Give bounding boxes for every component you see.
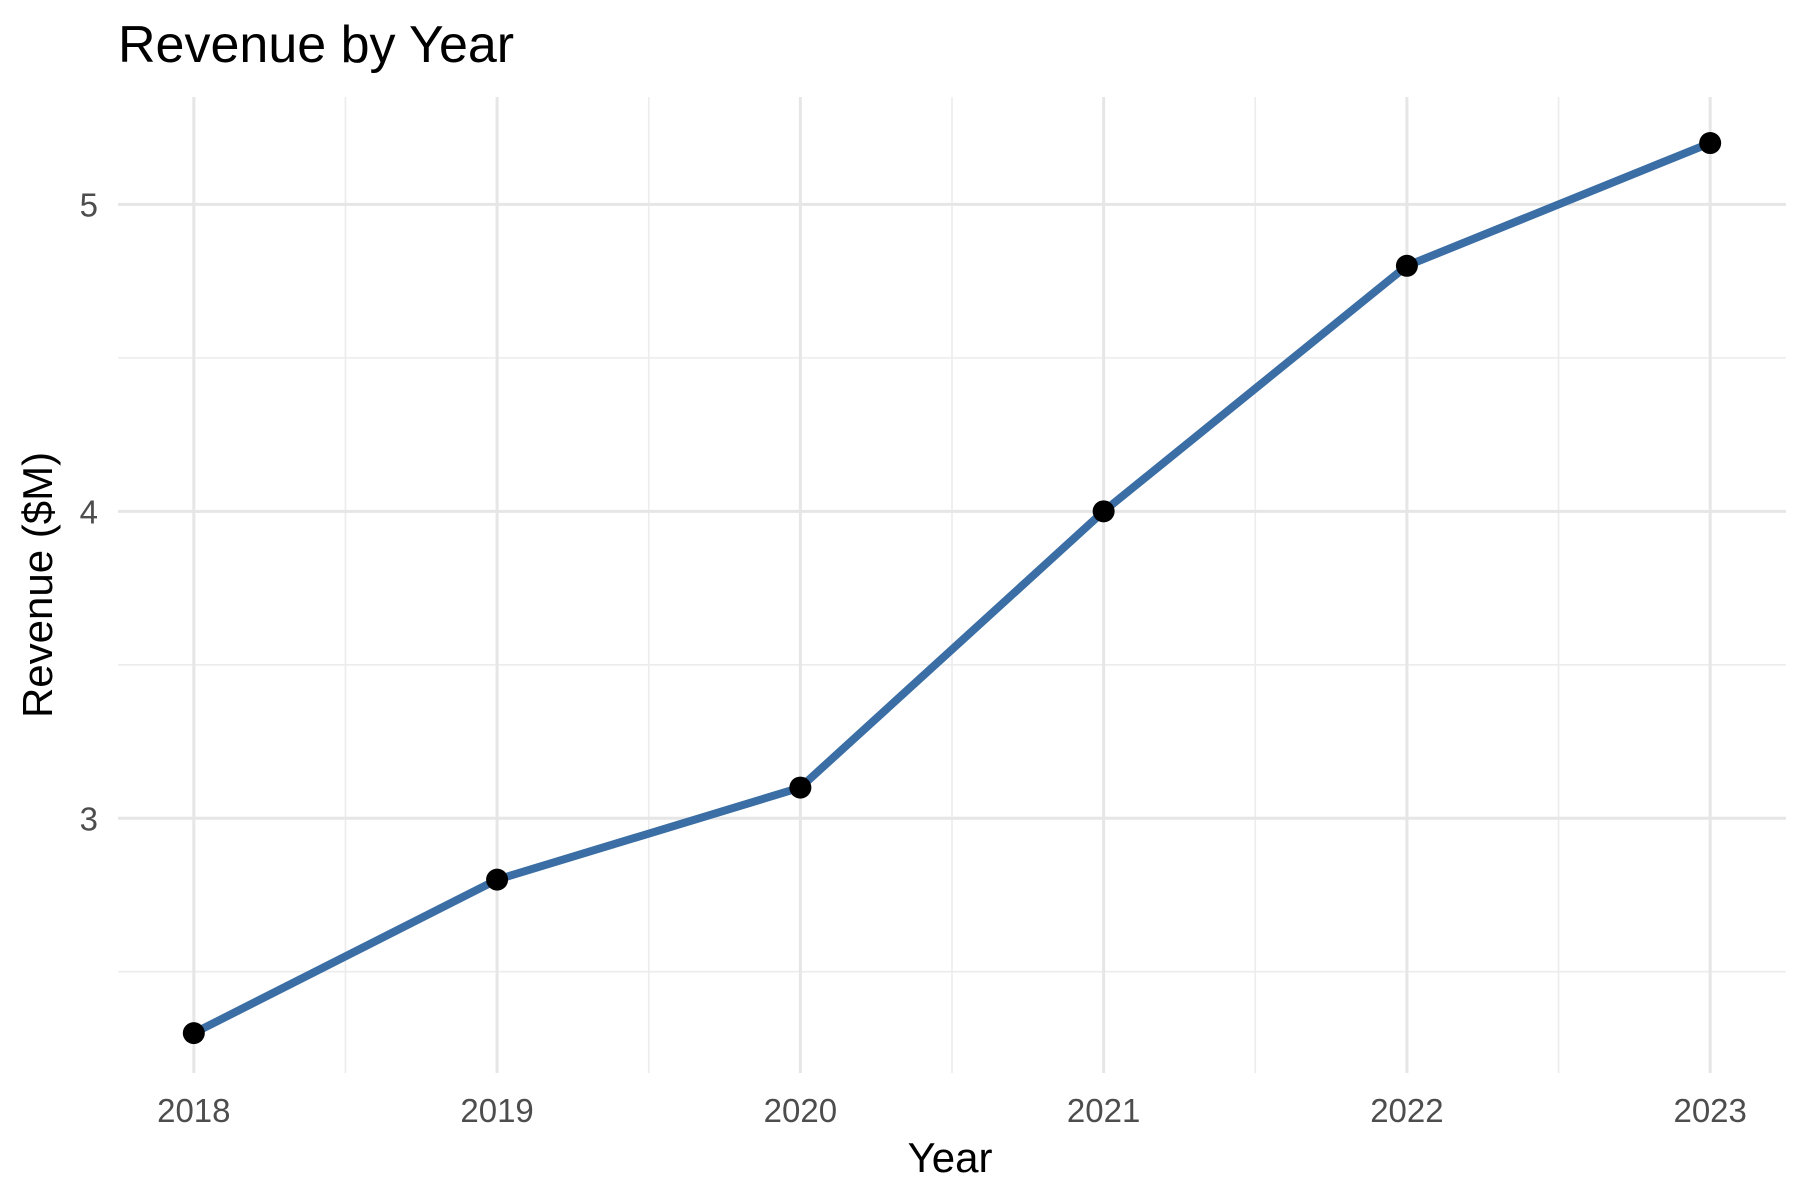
y-tick-label: 4 [80,493,98,530]
x-tick-label: 2023 [1673,1092,1746,1129]
data-point [789,776,812,799]
points-layer [182,132,1722,1045]
data-point [1395,254,1418,277]
tick-labels: 2018 2019 2020 2021 2022 2023 3 4 5 [80,186,1747,1129]
minor-gridlines [118,97,1786,1073]
y-tick-label: 3 [80,800,98,837]
chart-title: Revenue by Year [118,16,514,74]
x-tick-label: 2021 [1067,1092,1140,1129]
series-line [189,139,1715,1038]
data-point [1092,500,1115,523]
x-tick-label: 2020 [764,1092,837,1129]
x-axis-title: Year [908,1134,993,1181]
y-axis-title: Revenue ($M) [14,452,61,718]
data-point [182,1022,205,1045]
data-point [1699,132,1722,155]
major-gridlines [118,97,1786,1073]
x-tick-label: 2019 [460,1092,533,1129]
x-tick-label: 2018 [157,1092,230,1129]
series-layer [189,139,1715,1038]
data-point [486,868,509,891]
y-tick-label: 5 [80,186,98,223]
x-tick-label: 2022 [1370,1092,1443,1129]
